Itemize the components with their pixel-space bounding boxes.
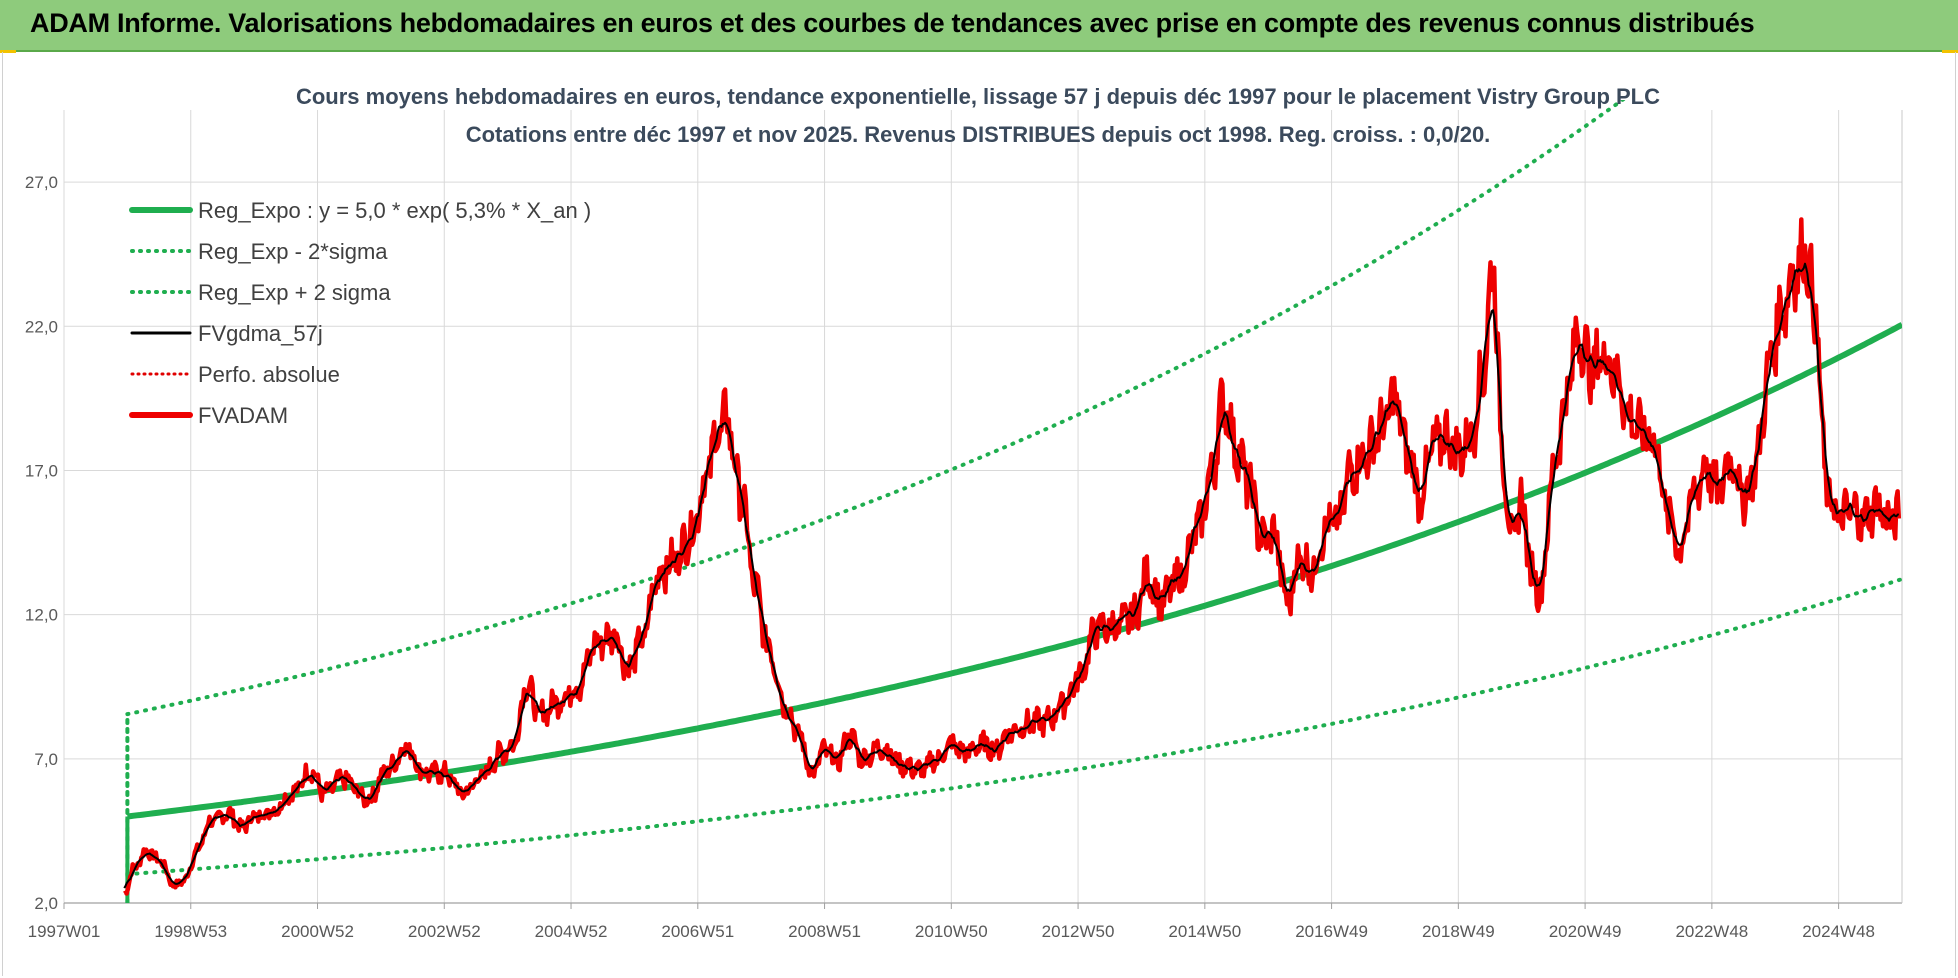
report-header: ADAM Informe. Valorisations hebdomadaire…	[0, 0, 1958, 52]
series-layer	[123, 100, 1902, 903]
chart-title-line-2: Cotations entre déc 1997 et nov 2025. Re…	[466, 122, 1491, 147]
legend-label: Reg_Expo : y = 5,0 * exp( 5,3% * X_an )	[198, 198, 591, 223]
corner-mark-left	[0, 50, 16, 53]
grid-layer	[63, 110, 1902, 904]
legend-label: Reg_Exp + 2 sigma	[198, 280, 391, 305]
report-title: ADAM Informe. Valorisations hebdomadaire…	[30, 8, 1755, 38]
x-tick-label: 2000W52	[281, 922, 354, 941]
y-tick-label: 22,0	[25, 317, 58, 336]
series-reg-expo	[127, 322, 1902, 820]
legend-item: FVADAM	[129, 403, 288, 428]
y-tick-label: 2,0	[34, 894, 58, 913]
y-tick-label: 12,0	[25, 606, 58, 625]
y-tick-label: 27,0	[25, 173, 58, 192]
x-tick-label: 2016W49	[1295, 922, 1368, 941]
axis-layer: 2,0 7,0 12,0 17,0 22,0 27,0 1997W01 1998W53 2000…	[25, 110, 1903, 941]
x-tick-label: 2002W52	[408, 922, 481, 941]
x-tick-label: 2024W48	[1802, 922, 1875, 941]
x-tick-label: 2018W49	[1422, 922, 1495, 941]
x-tick-label: 2014W50	[1168, 922, 1241, 941]
y-tick-label: 7,0	[34, 750, 58, 769]
legend-item: Reg_Expo : y = 5,0 * exp( 5,3% * X_an )	[129, 198, 591, 223]
x-tick-label: 1998W53	[154, 922, 227, 941]
legend-label: FVgdma_57j	[198, 321, 323, 346]
legend-item: Reg_Exp + 2 sigma	[130, 280, 391, 305]
x-tick-label: 1997W01	[28, 922, 101, 941]
legend-label: Reg_Exp - 2*sigma	[198, 239, 388, 264]
x-tick-label: 2006W51	[661, 922, 734, 941]
corner-mark-right	[1942, 50, 1958, 53]
x-tick-label: 2010W50	[915, 922, 988, 941]
legend-item: Perfo. absolue	[130, 362, 340, 387]
legend-item: Reg_Exp - 2*sigma	[130, 239, 388, 264]
chart-title-line-1: Cours moyens hebdomadaires en euros, ten…	[296, 84, 1660, 109]
x-tick-label: 2008W51	[788, 922, 861, 941]
series-reg-exp-minus-2sigma	[125, 577, 1902, 877]
x-tick-label: 2020W49	[1549, 922, 1622, 941]
legend-label: Perfo. absolue	[198, 362, 340, 387]
chart-frame	[2, 52, 1956, 976]
x-tick-label: 2012W50	[1042, 922, 1115, 941]
y-tick-label: 17,0	[25, 461, 58, 480]
legend-item: FVgdma_57j	[130, 321, 323, 346]
x-tick-label: 2004W52	[535, 922, 608, 941]
series-reg-exp-plus-2sigma	[125, 100, 1626, 717]
legend: Reg_Expo : y = 5,0 * exp( 5,3% * X_an ) R…	[129, 198, 591, 428]
x-tick-label: 2022W48	[1675, 922, 1748, 941]
chart-title: Cours moyens hebdomadaires en euros, ten…	[296, 84, 1660, 147]
legend-label: FVADAM	[198, 403, 288, 428]
series-fvgdma-57j	[123, 262, 1900, 889]
series-fvadam	[123, 217, 1902, 896]
